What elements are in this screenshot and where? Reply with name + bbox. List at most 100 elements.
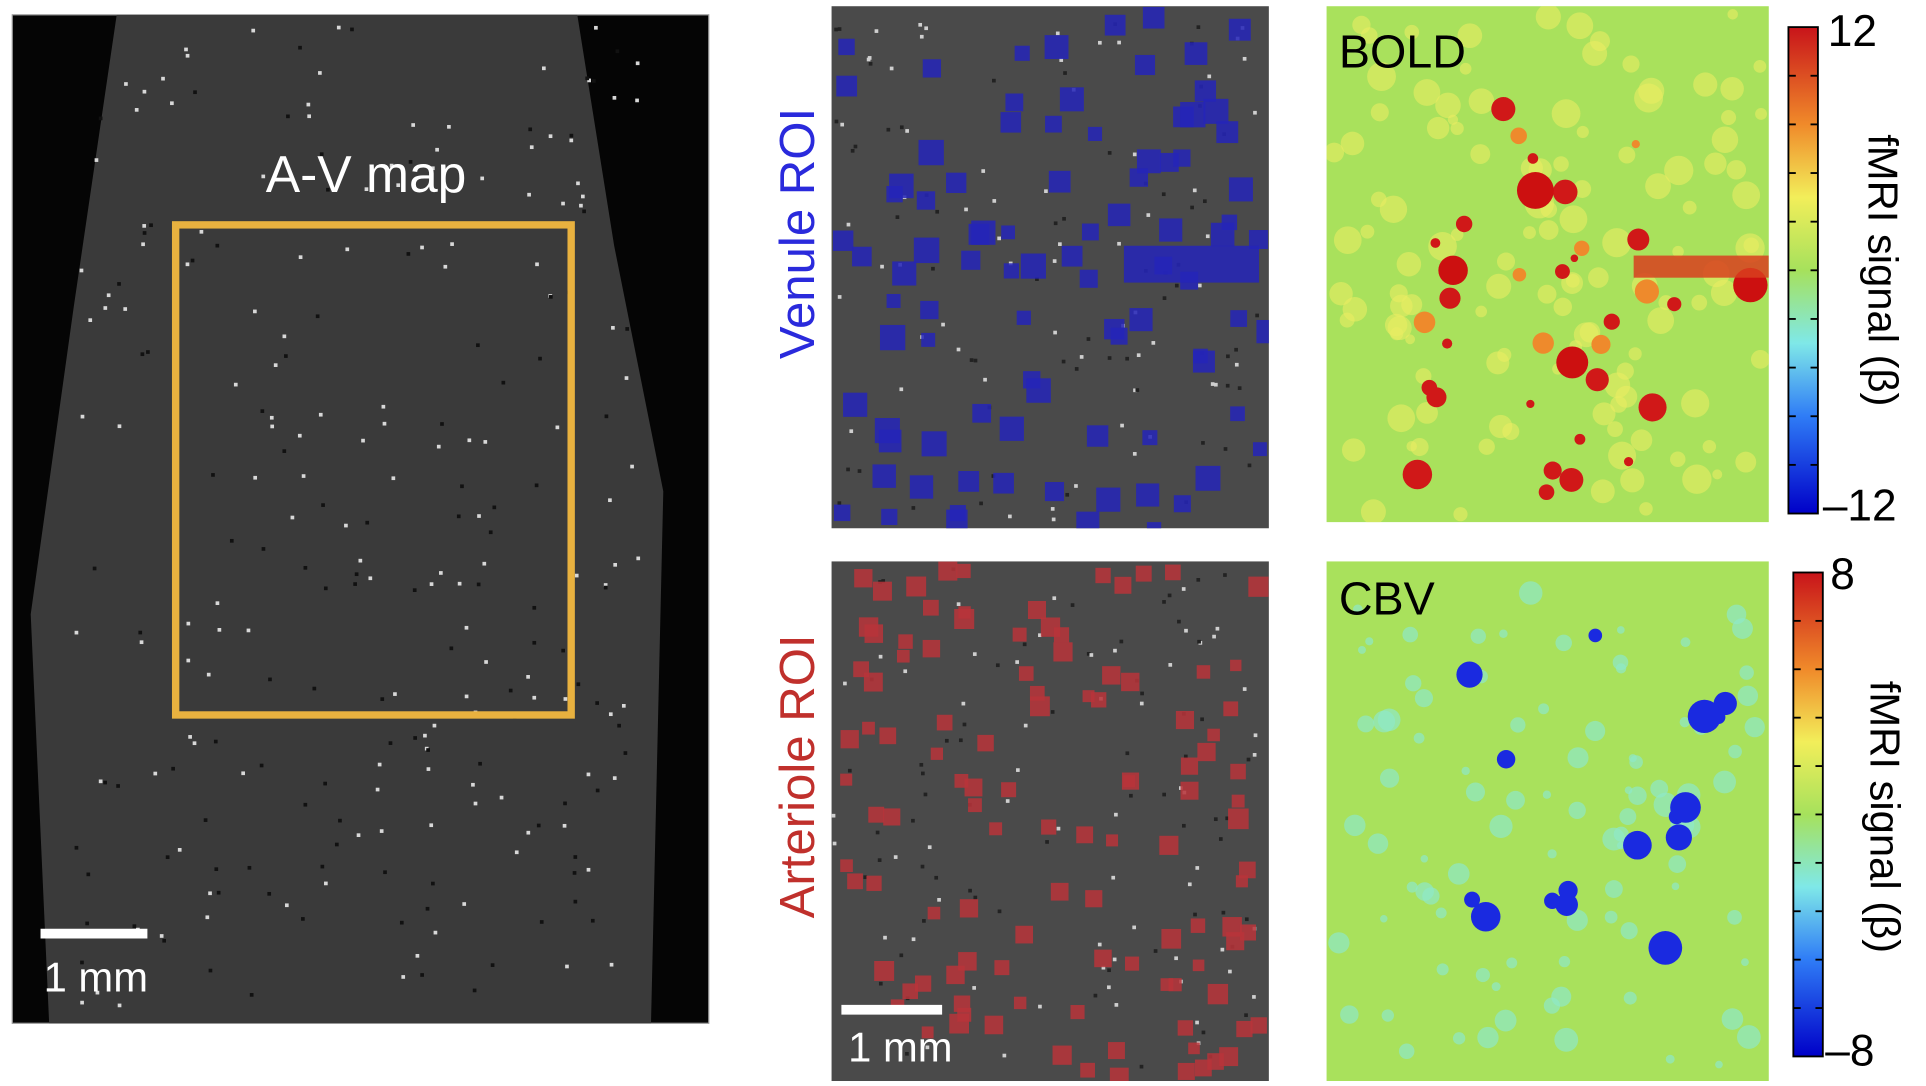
speckle [141, 242, 145, 247]
activation-blob [1633, 255, 1769, 278]
speckle [74, 630, 79, 635]
noise [1721, 1008, 1744, 1030]
noise [1494, 1009, 1517, 1032]
activation-blob [1585, 368, 1609, 392]
speckle [1023, 723, 1028, 728]
speckle [1195, 866, 1200, 870]
noise [1465, 782, 1485, 802]
speckle [576, 682, 581, 687]
noise [1413, 79, 1441, 106]
noise [1436, 963, 1449, 976]
speckle [853, 144, 858, 149]
noise [1602, 228, 1632, 258]
roi-marker [1219, 1047, 1239, 1067]
noise [1475, 967, 1490, 983]
speckle [261, 174, 266, 179]
speckle [290, 515, 295, 520]
speckle [425, 906, 430, 911]
speckle [124, 82, 128, 86]
speckle [1061, 359, 1066, 364]
noise [1755, 108, 1767, 120]
speckle [1016, 768, 1020, 772]
activation-blob [1442, 338, 1453, 349]
activation-blob [1638, 393, 1667, 422]
noise [1475, 305, 1488, 318]
noise [1360, 499, 1386, 523]
noise [1682, 200, 1697, 215]
speckle [1125, 356, 1129, 361]
roi-marker [832, 230, 854, 251]
speckle [298, 255, 303, 260]
roi-marker [1173, 495, 1191, 513]
speckle [1244, 917, 1249, 922]
noise [1750, 349, 1769, 369]
noise [1414, 689, 1433, 708]
speckle [587, 78, 591, 83]
speckle [488, 530, 493, 535]
colorbar-ticks [1793, 619, 1823, 1009]
speckle [1225, 816, 1230, 821]
activation-blob [1402, 459, 1433, 490]
speckle [85, 921, 89, 926]
speckle [1207, 74, 1212, 79]
noise [1491, 982, 1501, 992]
speckle [318, 412, 323, 417]
roi-marker [852, 246, 872, 267]
noise [1344, 814, 1366, 837]
roi-marker [1161, 928, 1182, 949]
speckle [922, 919, 926, 923]
noise [1616, 841, 1625, 850]
roi-marker [1121, 772, 1140, 790]
speckle [338, 818, 342, 823]
activation-blob [1623, 457, 1634, 467]
noise [1396, 251, 1422, 277]
speckle [1183, 754, 1188, 759]
noise [1468, 88, 1495, 114]
noise [1459, 62, 1472, 75]
tissue [30, 14, 664, 1024]
speckle [177, 848, 182, 852]
noise [1620, 468, 1645, 493]
roi-marker [1142, 6, 1165, 29]
roi-marker [971, 220, 996, 245]
noise [1616, 626, 1625, 634]
roi-marker [868, 806, 885, 823]
roi-marker [866, 875, 882, 891]
roi-marker [1095, 567, 1111, 584]
speckle [941, 322, 945, 327]
speckle [464, 694, 469, 699]
speckle [1101, 965, 1106, 970]
noise [1615, 663, 1627, 674]
speckle [972, 986, 976, 990]
speckle [478, 761, 482, 766]
speckle [1056, 826, 1061, 831]
noise [1535, 6, 1561, 30]
noise [1668, 855, 1687, 873]
roi-marker [921, 431, 947, 457]
noise [1470, 628, 1486, 644]
roi-marker [964, 778, 983, 797]
speckle [301, 474, 306, 478]
roi-marker [1231, 794, 1245, 808]
noise [1604, 880, 1623, 898]
roi-marker [1013, 996, 1027, 1010]
speckle [206, 672, 211, 677]
roi-marker [909, 475, 934, 499]
speckle [1205, 234, 1210, 239]
texture [73, 25, 641, 1008]
roi-marker [958, 606, 971, 619]
speckle [893, 855, 898, 859]
colorbar-max: 8 [1830, 550, 1855, 599]
speckle [548, 295, 553, 299]
roi-marker [968, 798, 982, 813]
noise [1628, 347, 1642, 361]
roi-marker [1086, 425, 1109, 447]
noise [1404, 24, 1420, 40]
roi-marker [930, 747, 944, 760]
noise [1622, 55, 1640, 73]
speckle [1184, 628, 1188, 633]
speckle [345, 247, 350, 252]
noise [1477, 1026, 1499, 1049]
speckle [1089, 653, 1094, 657]
speckle [992, 199, 997, 203]
